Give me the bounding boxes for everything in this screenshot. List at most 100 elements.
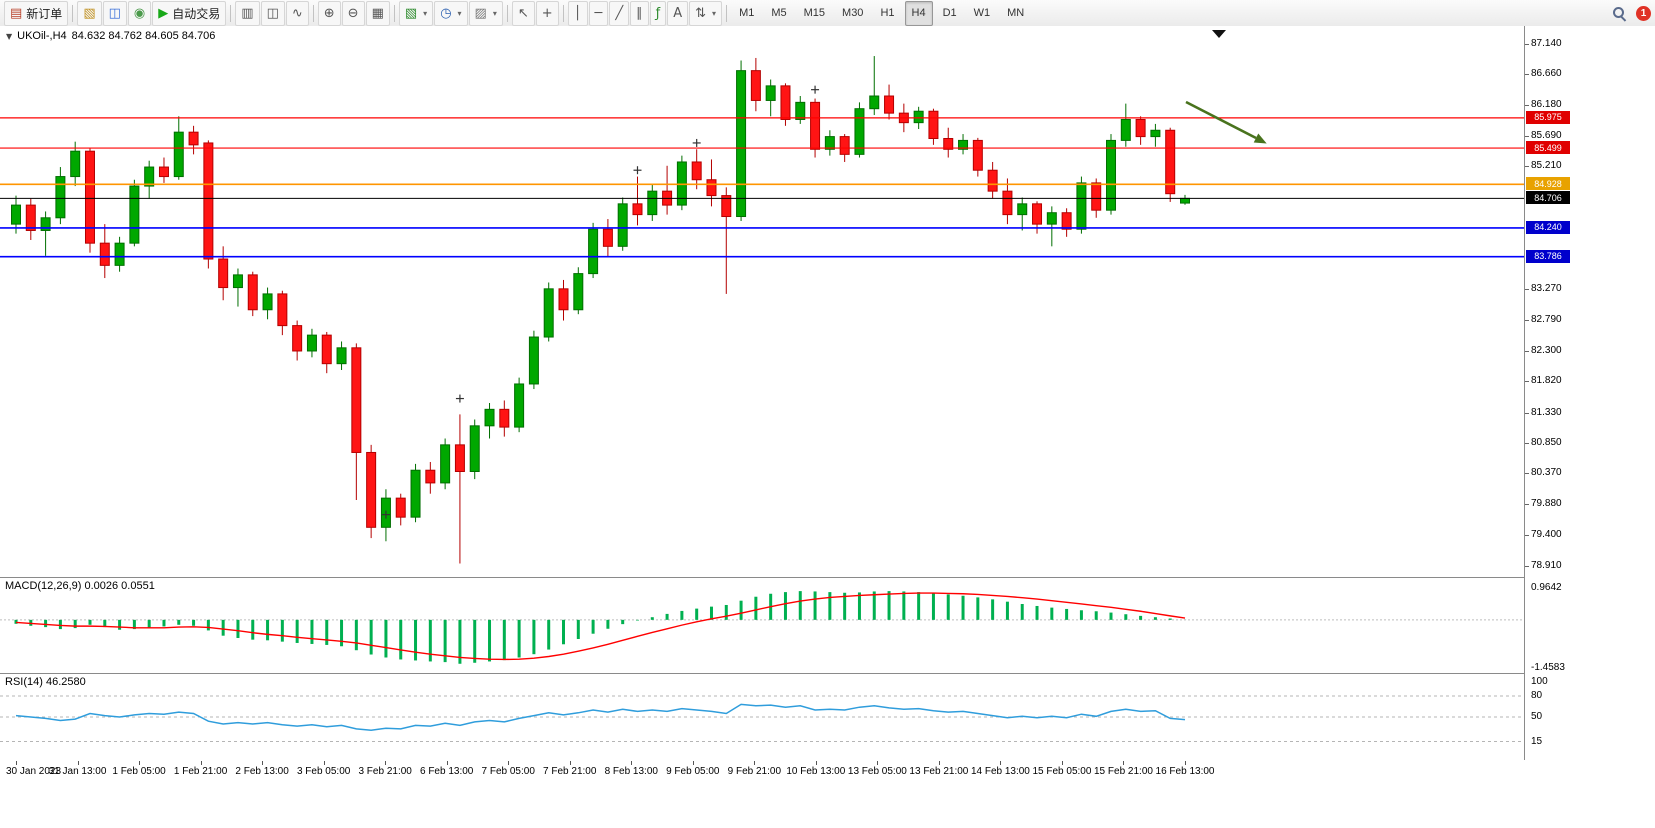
candle-body (1106, 139, 1117, 211)
timeframe-m30[interactable]: M30 (842, 7, 864, 19)
strategy-tester-icon[interactable]: ◉ (127, 0, 152, 26)
period-selector-icon[interactable]: ◷ (434, 0, 468, 26)
time-axis-label: 10 Feb 13:00 (786, 766, 846, 777)
candle-body (99, 242, 110, 266)
timeframe-m15[interactable]: M15 (803, 7, 826, 19)
timeframe-w1[interactable]: W1 (973, 7, 991, 19)
symbol-name: UKOil-,H4 (17, 30, 67, 42)
candle-body (884, 95, 895, 114)
timeframe-m5[interactable]: M5 (771, 7, 787, 19)
trend-arrow-head (1253, 133, 1267, 144)
timeframe-h1[interactable]: H1 (880, 7, 895, 19)
candlestick-chart-icon: ◫ (266, 5, 279, 21)
equidistant-channel-icon[interactable]: ∥ (630, 0, 649, 26)
macd-label: MACD(12,26,9) 0.0026 0.0551 (5, 580, 155, 592)
period-selector-icon: ◷ (440, 5, 452, 21)
timeframe-h4[interactable]: H4 (904, 0, 933, 26)
bar-chart-icon[interactable]: ▥ (235, 0, 260, 26)
time-axis-label: 7 Feb 21:00 (543, 766, 597, 777)
timeframe-group: M1 M5 M15 M30 H1 H4 D1 W1 MN (731, 0, 1032, 26)
candle-body (321, 334, 332, 365)
crosshair-icon: + (541, 5, 553, 21)
candlestick-chart-icon[interactable]: ◫ (260, 0, 285, 26)
candle-body (232, 274, 243, 289)
candle-body (824, 136, 835, 150)
arrows-tool-icon: ⇅ (695, 5, 707, 21)
market-watch-icon[interactable]: ◫ (102, 0, 127, 26)
price-axis-label: 79.400 (1531, 528, 1562, 540)
candle-body (632, 203, 643, 216)
candle-body (84, 150, 95, 244)
tile-windows-icon[interactable]: ▦ (365, 0, 390, 26)
candle-body (765, 85, 776, 101)
arrows-tool-icon[interactable]: ⇅ (689, 0, 723, 26)
toolbar-separator (393, 4, 395, 22)
time-axis-label: 9 Feb 05:00 (666, 766, 720, 777)
timeframe-m1[interactable]: M1 (739, 7, 755, 19)
rsi-chart (0, 695, 1524, 742)
timeframe-d1[interactable]: D1 (942, 7, 957, 19)
vertical-line-icon[interactable]: │ (567, 0, 588, 26)
candle-body (1061, 212, 1072, 230)
line-chart-icon[interactable]: ∿ (285, 0, 309, 26)
toolbar-group: ▥ ◫ ∿ (235, 0, 309, 26)
crosshair-icon[interactable]: + (535, 0, 559, 26)
new-chart-icon: ▧ (404, 5, 418, 21)
candle-body (706, 179, 717, 197)
candle-body (262, 293, 273, 311)
new-chart-icon[interactable]: ▧ (398, 0, 434, 26)
time-axis-tick (1061, 761, 1063, 765)
new-order-button[interactable]: ▤ 新订单 (4, 0, 69, 26)
price-axis[interactable]: 87.140 86.660 86.180 85.690 85.210 83.270 82.7… (1524, 26, 1655, 760)
text-label-icon[interactable]: A (667, 0, 689, 26)
candlestick-chart[interactable] (0, 26, 1524, 577)
time-axis-label: 16 Feb 13:00 (1155, 766, 1215, 777)
trendline-icon[interactable]: ╱ (609, 0, 630, 26)
time-axis-tick (200, 761, 202, 765)
price-badge: 84.240 (1526, 220, 1570, 234)
bar-chart-icon: ▥ (241, 5, 254, 21)
cursor-icon[interactable]: ↖ (511, 0, 535, 26)
zoom-in-icon[interactable]: ⊕ (317, 0, 341, 26)
toolbar-separator (506, 4, 508, 22)
candle-body (366, 451, 377, 528)
candle-body (218, 258, 229, 289)
search-icon[interactable] (1613, 6, 1626, 20)
candle-body (114, 242, 125, 266)
notification-badge[interactable]: 1 (1636, 5, 1651, 21)
auto-trading-button[interactable]: ▶ 自动交易 (152, 0, 227, 26)
candle-body (750, 70, 761, 101)
candle-body (1002, 190, 1013, 216)
panel-divider[interactable] (0, 577, 1655, 578)
candle-body (158, 166, 169, 178)
time-axis-label: 7 Feb 05:00 (481, 766, 535, 777)
one-click-trading-arrow-icon[interactable]: ▼ (6, 31, 13, 41)
candle-body (336, 347, 347, 365)
candle-body (247, 274, 258, 311)
panel-divider[interactable] (0, 673, 1655, 674)
candle-body (913, 110, 924, 124)
rsi-panel[interactable]: RSI(14) 46.2580 (0, 674, 1524, 760)
chart-shift-marker-icon[interactable] (1212, 30, 1226, 38)
text-label-icon: A (673, 5, 683, 21)
indicators-icon[interactable]: ▨ (468, 0, 503, 26)
macd-panel[interactable]: MACD(12,26,9) 0.0026 0.0551 (0, 578, 1524, 673)
timeframe-mn[interactable]: MN (1007, 7, 1025, 19)
time-axis-tick (1123, 761, 1125, 765)
tile-windows-icon: ▦ (371, 5, 384, 21)
trend-arrow[interactable] (1185, 100, 1257, 140)
time-axis-label: 14 Feb 13:00 (970, 766, 1030, 777)
price-axis-label: 81.820 (1531, 375, 1562, 387)
candle-body (410, 469, 421, 518)
main-chart-panel[interactable]: ▼ UKOil-,H4 84.632 84.762 84.605 84.706 (0, 26, 1524, 577)
rsi-axis-label: 50 (1531, 711, 1543, 722)
fibonacci-icon[interactable]: ƒ (649, 0, 667, 26)
zoom-out-icon[interactable]: ⊖ (341, 0, 365, 26)
zoom-out-icon: ⊖ (347, 5, 359, 21)
zoom-in-icon: ⊕ (323, 5, 335, 21)
time-axis-tick (262, 761, 264, 765)
horizontal-line-icon[interactable]: ─ (588, 0, 609, 26)
time-axis[interactable]: 30 Jan 2023 31 Jan 13:00 1 Feb 05:00 1 Feb … (0, 760, 1655, 780)
chart-profiles-icon[interactable]: ▧ (77, 0, 102, 26)
time-axis-label: 15 Feb 21:00 (1094, 766, 1153, 777)
